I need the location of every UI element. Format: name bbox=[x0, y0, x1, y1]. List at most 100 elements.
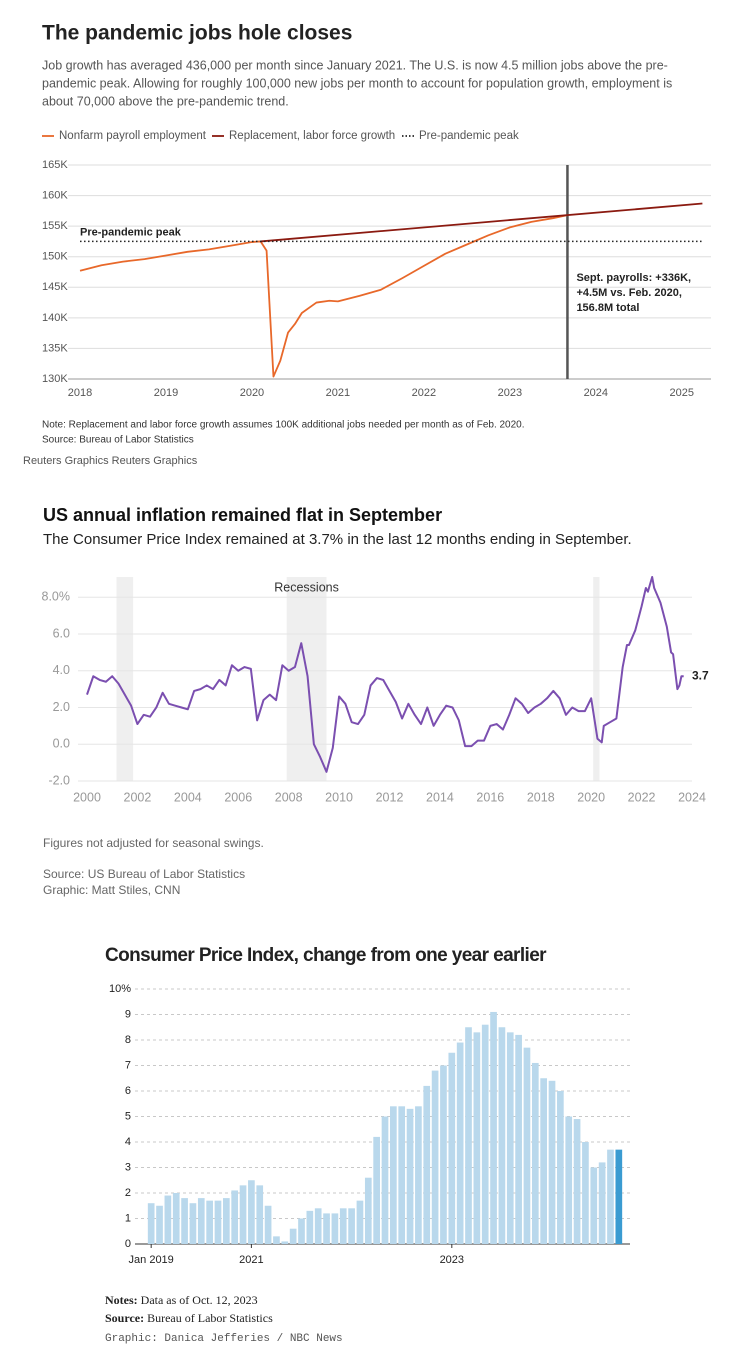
recession-band bbox=[116, 577, 134, 781]
notes-text: Data as of Oct. 12, 2023 bbox=[141, 1293, 258, 1307]
source: Source: Bureau of Labor Statistics bbox=[42, 435, 194, 446]
y-tick-label: 8.0% bbox=[42, 590, 71, 604]
source-label: Source: bbox=[105, 1311, 144, 1325]
x-tick-label: 2021 bbox=[239, 1254, 263, 1266]
chart-title: Consumer Price Index, change from one ye… bbox=[105, 945, 547, 966]
legend-label: Nonfarm payroll employment bbox=[59, 130, 207, 142]
bar bbox=[172, 1193, 180, 1244]
credit: Graphic: Danica Jefferies / NBC News bbox=[105, 1333, 343, 1345]
end-label: 3.7 bbox=[692, 668, 709, 682]
x-tick-label: 2025 bbox=[670, 387, 694, 399]
x-tick-label: 2020 bbox=[240, 387, 264, 399]
y-tick-label: 10% bbox=[109, 983, 131, 995]
bar bbox=[473, 1032, 481, 1244]
x-tick-label: 2010 bbox=[325, 790, 353, 804]
x-tick-label: 2012 bbox=[376, 790, 404, 804]
bar bbox=[481, 1024, 489, 1244]
x-tick-label: 2018 bbox=[527, 790, 555, 804]
x-tick-label: 2019 bbox=[154, 387, 178, 399]
annotation: Sept. payrolls: +336K, bbox=[576, 272, 691, 284]
bar bbox=[264, 1205, 272, 1244]
bar bbox=[348, 1208, 355, 1244]
bar bbox=[356, 1200, 364, 1244]
y-tick-label: 4.0 bbox=[53, 663, 70, 677]
annotation: 156.8M total bbox=[576, 302, 639, 314]
x-tick-label: Jan 2019 bbox=[129, 1254, 174, 1266]
x-tick-label: 2014 bbox=[426, 790, 454, 804]
y-tick-label: 0 bbox=[125, 1238, 131, 1250]
bar bbox=[323, 1213, 330, 1244]
y-tick-label: 160K bbox=[42, 189, 68, 201]
bar bbox=[289, 1228, 297, 1244]
y-tick-label: -2.0 bbox=[48, 773, 70, 787]
bar bbox=[189, 1203, 197, 1244]
bar bbox=[440, 1065, 447, 1244]
y-tick-label: 6 bbox=[125, 1085, 131, 1097]
bar bbox=[456, 1042, 464, 1244]
x-tick-label: 2023 bbox=[498, 387, 522, 399]
bar bbox=[607, 1149, 614, 1244]
y-tick-label: 2 bbox=[125, 1187, 131, 1199]
y-tick-label: 5 bbox=[125, 1110, 131, 1122]
y-tick-label: 1 bbox=[125, 1212, 131, 1224]
y-tick-label: 7 bbox=[125, 1059, 131, 1071]
bar bbox=[390, 1106, 397, 1244]
credit: Reuters Graphics Reuters Graphics bbox=[23, 455, 198, 467]
series-line bbox=[79, 214, 568, 378]
annotation: Pre-pandemic peak bbox=[80, 226, 182, 238]
chart-title: US annual inflation remained flat in Sep… bbox=[43, 505, 442, 525]
annotation: +4.5M vs. Feb. 2020, bbox=[576, 287, 681, 299]
y-tick-label: 0.0 bbox=[53, 737, 70, 751]
recession-band bbox=[593, 577, 600, 781]
bar bbox=[431, 1070, 439, 1244]
note: Figures not adjusted for seasonal swings… bbox=[43, 836, 264, 850]
shade-label: Recessions bbox=[274, 580, 339, 594]
bar bbox=[331, 1213, 339, 1244]
x-tick-label: 2023 bbox=[440, 1254, 464, 1266]
x-tick-label: 2016 bbox=[476, 790, 504, 804]
legend-label: Replacement, labor force growth bbox=[229, 130, 395, 142]
bar bbox=[339, 1208, 347, 1244]
bar bbox=[465, 1027, 472, 1244]
x-tick-label: 2000 bbox=[73, 790, 101, 804]
series-line bbox=[86, 576, 684, 773]
bar bbox=[415, 1106, 422, 1244]
chart-title: The pandemic jobs hole closes bbox=[42, 22, 352, 45]
y-tick-label: 130K bbox=[42, 373, 68, 385]
bar bbox=[206, 1200, 213, 1244]
bar bbox=[615, 1149, 623, 1244]
y-tick-label: 145K bbox=[42, 281, 68, 293]
bar bbox=[298, 1218, 305, 1244]
x-tick-label: 2022 bbox=[628, 790, 656, 804]
y-tick-label: 150K bbox=[42, 251, 68, 263]
y-tick-label: 135K bbox=[42, 342, 68, 354]
bar bbox=[582, 1142, 589, 1244]
bar bbox=[214, 1200, 222, 1244]
notes: Notes: Data as of Oct. 12, 2023 bbox=[105, 1293, 258, 1307]
x-tick-label: 2008 bbox=[275, 790, 303, 804]
bar bbox=[540, 1078, 548, 1244]
source: Source: US Bureau of Labor Statistics bbox=[43, 867, 245, 881]
bar bbox=[364, 1177, 372, 1244]
bar bbox=[147, 1203, 155, 1244]
bar bbox=[406, 1108, 414, 1244]
y-tick-label: 4 bbox=[125, 1136, 131, 1148]
x-tick-label: 2002 bbox=[124, 790, 152, 804]
bar bbox=[531, 1062, 539, 1244]
bar bbox=[398, 1106, 406, 1244]
x-tick-label: 2024 bbox=[584, 387, 608, 399]
notes-label: Notes: bbox=[105, 1293, 138, 1307]
x-tick-label: 2004 bbox=[174, 790, 202, 804]
bar bbox=[557, 1091, 564, 1244]
bar bbox=[314, 1208, 322, 1244]
x-tick-label: 2018 bbox=[68, 387, 92, 399]
source: Source: Bureau of Labor Statistics bbox=[105, 1311, 273, 1325]
bar bbox=[498, 1027, 506, 1244]
bar bbox=[231, 1190, 239, 1244]
subtitle: about 70,000 above the pre-pandemic tren… bbox=[42, 94, 289, 108]
subtitle: Job growth has averaged 436,000 per mont… bbox=[42, 58, 668, 72]
y-tick-label: 9 bbox=[125, 1008, 131, 1020]
bar bbox=[281, 1241, 289, 1244]
bar bbox=[256, 1185, 264, 1244]
